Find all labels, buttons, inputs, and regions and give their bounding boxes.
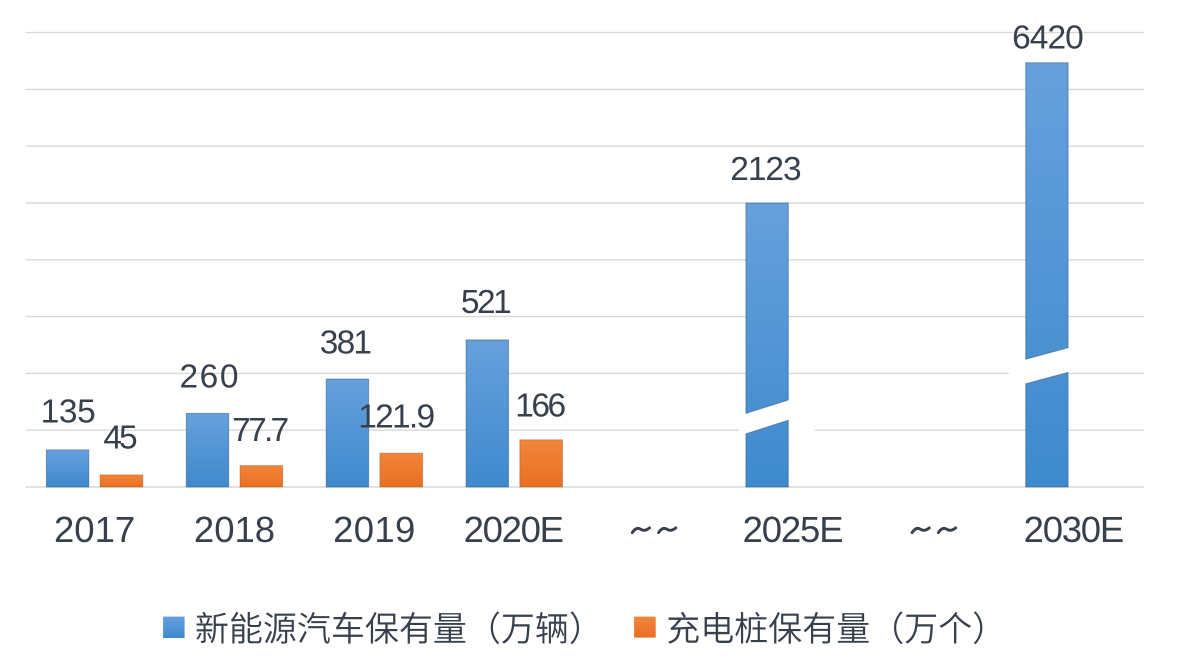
svg-text:260: 260 <box>179 359 240 396</box>
svg-text:2025E: 2025E <box>743 509 843 550</box>
svg-text:2030E: 2030E <box>1024 509 1123 550</box>
svg-text:381: 381 <box>320 325 371 362</box>
svg-text:77.7: 77.7 <box>232 412 287 449</box>
svg-text:135: 135 <box>41 394 96 431</box>
svg-text:2017: 2017 <box>54 509 135 550</box>
svg-text:45: 45 <box>103 420 137 457</box>
svg-text:2018: 2018 <box>194 509 275 550</box>
svg-text:6420: 6420 <box>1012 19 1083 56</box>
svg-text:2019: 2019 <box>333 509 416 550</box>
svg-text:121.9: 121.9 <box>358 399 434 436</box>
svg-text:2123: 2123 <box>730 151 801 188</box>
svg-text:2020E: 2020E <box>464 509 563 550</box>
svg-text:166: 166 <box>515 387 565 424</box>
svg-text:521: 521 <box>461 284 510 321</box>
